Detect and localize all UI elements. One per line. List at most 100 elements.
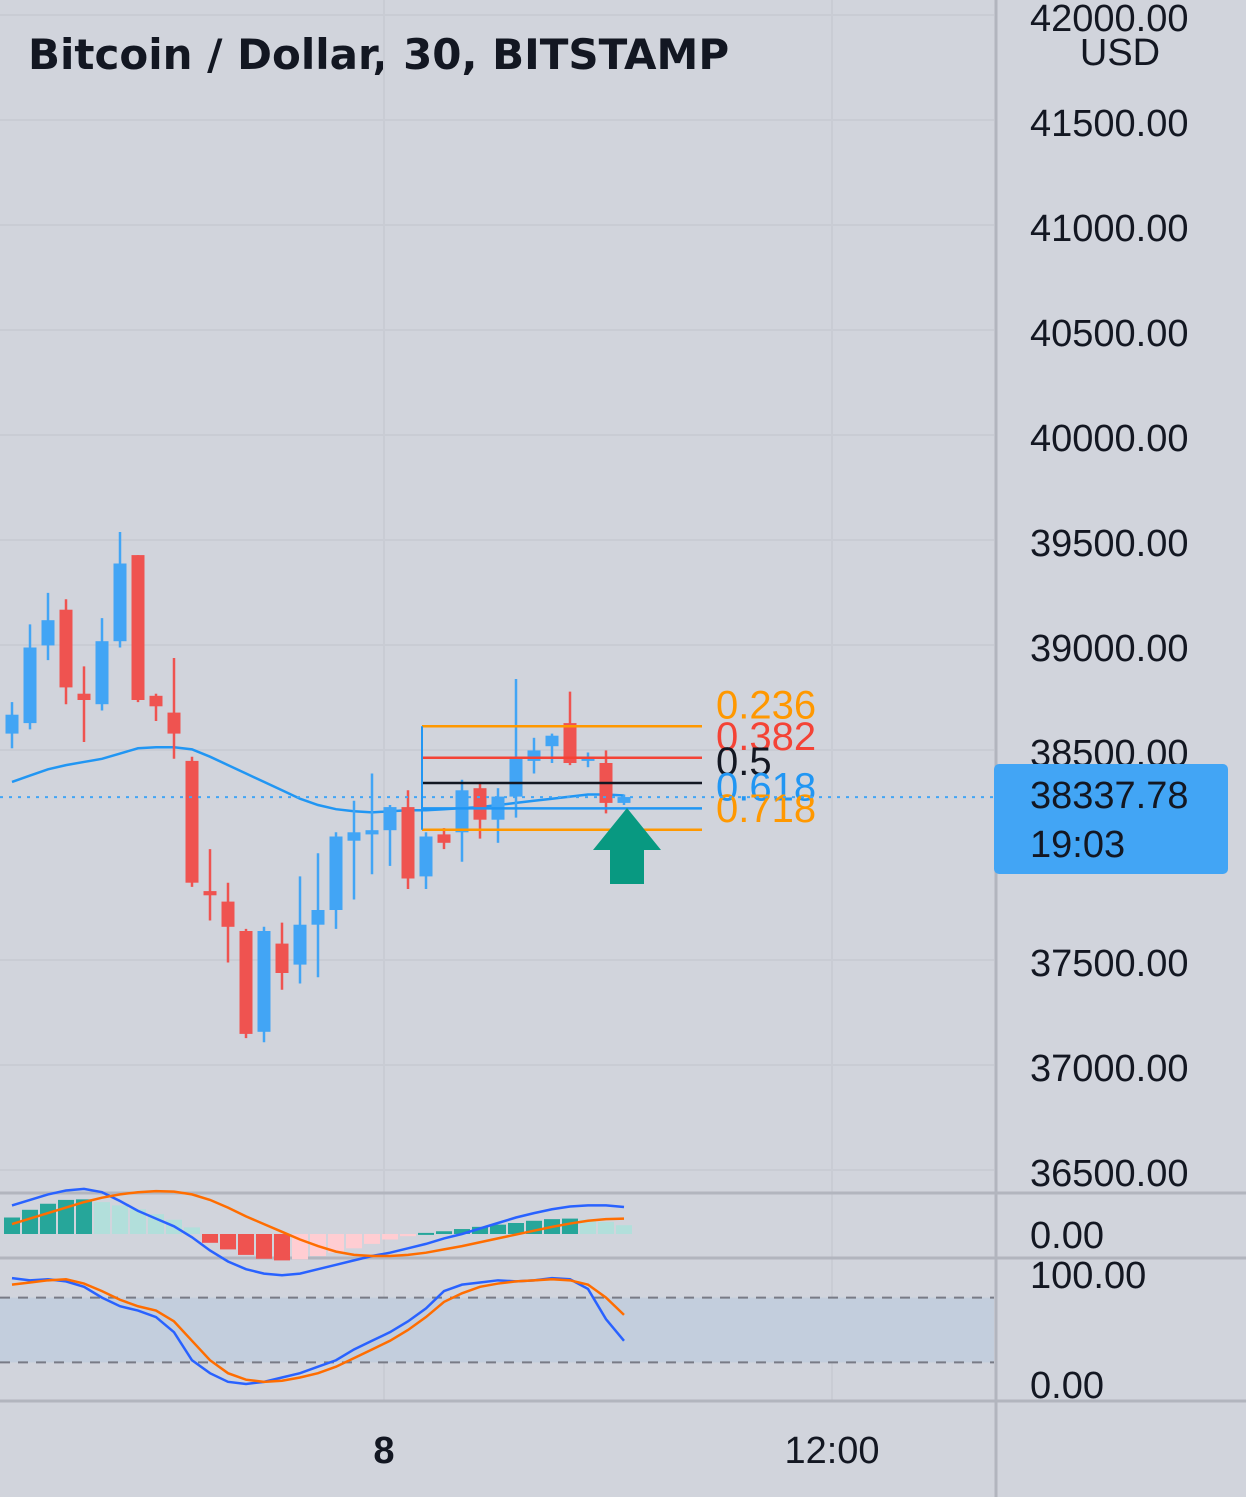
stoch-band-layer <box>0 1296 994 1364</box>
candle <box>257 926 271 1043</box>
candle <box>203 849 217 921</box>
macd-histogram-bar <box>418 1232 434 1235</box>
candle <box>311 853 325 978</box>
candle <box>293 876 307 984</box>
macd-histogram-bar <box>202 1234 218 1243</box>
chart-title: Bitcoin / Dollar, 30, BITSTAMP <box>28 30 730 79</box>
macd-histogram-bar <box>4 1217 20 1234</box>
macd-histogram-bar <box>328 1234 344 1253</box>
candle <box>167 658 181 759</box>
candle <box>77 666 91 742</box>
macd-histogram-bar <box>580 1219 596 1234</box>
candle <box>113 532 127 648</box>
price-badge-background <box>994 764 1228 874</box>
macd-histogram-bar <box>616 1225 632 1234</box>
candle <box>23 624 37 730</box>
candle <box>149 693 163 721</box>
candle-body <box>329 836 343 910</box>
candle-body <box>221 901 235 927</box>
moving-average-line <box>11 746 625 814</box>
arrow-annotation-layer[interactable] <box>593 808 661 884</box>
candle <box>581 752 595 768</box>
candle-body <box>95 641 109 705</box>
price-axis[interactable]: 42000.00 41500.00 41000.00 40500.00 40000.00… <box>1030 0 1189 1195</box>
macd-histogram-bar <box>364 1234 380 1244</box>
candles-layer <box>5 532 631 1043</box>
price-axis-label: 41000.00 <box>1030 208 1189 250</box>
candle-body <box>545 735 559 747</box>
macd-histogram-bar <box>400 1234 416 1237</box>
candle-body <box>365 830 379 835</box>
price-axis-label: 36500.00 <box>1030 1153 1189 1195</box>
candle <box>5 702 19 749</box>
candle-body <box>383 807 397 831</box>
candle-body <box>77 693 91 700</box>
candle-body <box>293 924 307 965</box>
time-axis-label: 12:00 <box>784 1430 879 1472</box>
candle <box>437 828 451 850</box>
fib-level-label: 0.618 <box>716 765 816 809</box>
macd-histogram-bar <box>130 1209 146 1234</box>
fib-level-label: 0.382 <box>716 715 816 759</box>
macd-histogram-bar <box>382 1234 398 1240</box>
candle <box>491 788 505 843</box>
currency-label: USD <box>1080 32 1160 74</box>
macd-histogram-bar <box>346 1234 362 1249</box>
candle <box>617 794 631 805</box>
candle <box>455 779 469 862</box>
macd-histogram-bar <box>454 1229 470 1234</box>
macd-histogram-bar <box>40 1203 56 1234</box>
candle-body <box>473 788 487 820</box>
macd-histogram-bar <box>598 1221 614 1234</box>
candle <box>419 832 433 889</box>
price-axis-label: 37000.00 <box>1030 1048 1189 1090</box>
signal-line <box>11 1189 625 1258</box>
candle-body <box>59 609 73 688</box>
candle <box>383 805 397 866</box>
time-axis[interactable]: 8 12:00 <box>373 1430 879 1472</box>
candle-body <box>419 836 433 877</box>
candle-body <box>617 797 631 803</box>
price-axis-label: 39000.00 <box>1030 628 1189 670</box>
fib-level-label: 0.236 <box>716 683 816 727</box>
candle-body <box>5 714 19 734</box>
candle <box>131 555 145 703</box>
candle-body <box>149 695 163 707</box>
macd-histogram-bar <box>436 1231 452 1234</box>
price-axis-label: 37500.00 <box>1030 943 1189 985</box>
price-axis-label: 40500.00 <box>1030 313 1189 355</box>
candle <box>329 832 343 929</box>
candle <box>347 800 361 900</box>
candle <box>59 599 73 705</box>
candle-body <box>437 834 451 843</box>
candle-body <box>347 832 361 841</box>
price-axis-label: 41500.00 <box>1030 103 1189 145</box>
stoch-band <box>0 1297 994 1363</box>
candle-body <box>311 910 325 925</box>
candle-body <box>527 750 541 761</box>
macd-pane: 0.00 <box>4 1187 1104 1277</box>
candle-body <box>167 712 181 734</box>
macd-histogram-bar <box>256 1234 272 1259</box>
grid-layer <box>0 0 994 1400</box>
macd-axis-label: 0.00 <box>1030 1215 1104 1257</box>
candle <box>95 618 109 711</box>
candle-body <box>185 760 199 883</box>
fib-level-label: 0.5 <box>716 740 772 784</box>
candle <box>401 790 415 889</box>
fib-level-label: 0.718 <box>716 787 816 831</box>
price-badge-countdown: 19:03 <box>1030 824 1125 866</box>
arrow-up-icon[interactable] <box>593 808 661 884</box>
candle <box>563 691 577 766</box>
candle-body <box>275 943 289 973</box>
candle <box>185 756 199 887</box>
candle-body <box>401 807 415 879</box>
candle <box>365 773 379 875</box>
candle-body <box>41 620 55 646</box>
candle-body <box>23 647 37 724</box>
candle-body <box>203 891 217 896</box>
candle-body <box>257 931 271 1032</box>
candle <box>509 679 523 818</box>
